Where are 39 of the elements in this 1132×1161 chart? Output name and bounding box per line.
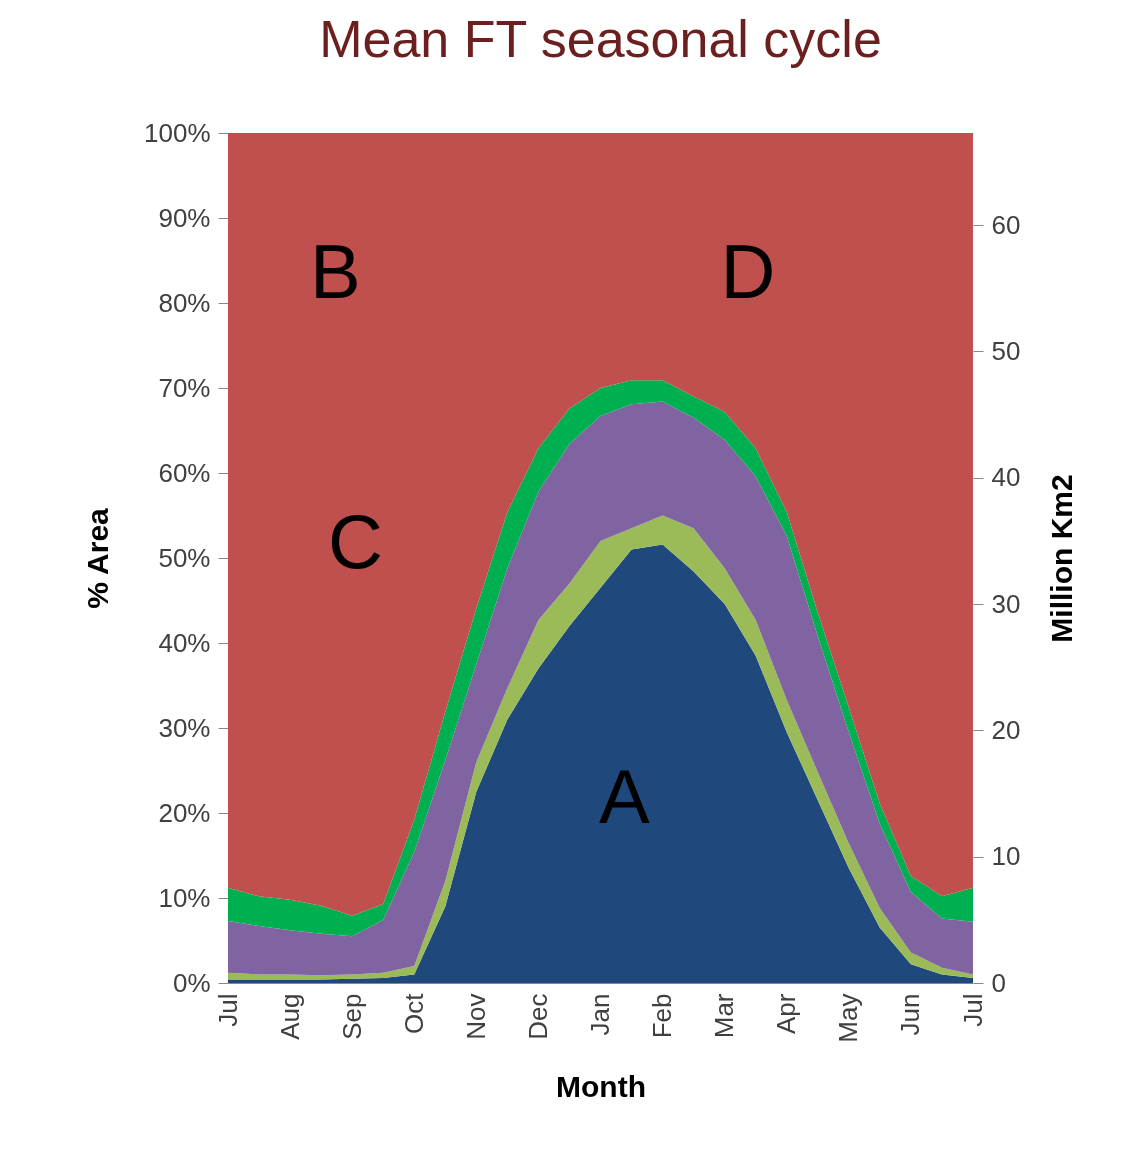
x-tick-label: Mar (709, 993, 740, 1039)
y-axis-title: % Area (81, 507, 114, 609)
x-tick-label: Jan (585, 993, 615, 1036)
x-tick-label: Feb (647, 993, 678, 1039)
y2-tick-label: 0 (991, 967, 1006, 998)
annotation: A (598, 754, 650, 840)
x-tick-label: Apr (771, 993, 802, 1034)
y-tick-label: 0% (172, 967, 211, 998)
y-tick-label: 80% (158, 287, 211, 318)
y2-tick-label: 30 (991, 588, 1021, 619)
x-tick-label: Sep (336, 993, 367, 1040)
annotation: C (327, 499, 383, 585)
y2-tick-label: 40 (991, 462, 1021, 493)
y2-tick-label: 10 (991, 841, 1021, 872)
x-tick-label: May (833, 993, 864, 1043)
y-tick-label: 50% (158, 542, 211, 573)
x-tick-label: Jul (957, 993, 988, 1027)
x-tick-label: Oct (398, 992, 429, 1034)
x-tick-label: Aug (274, 993, 305, 1040)
y2-tick-label: 60 (991, 209, 1021, 240)
x-tick-label: Jun (895, 993, 926, 1036)
y-tick-label: 30% (158, 712, 211, 743)
y-tick-label: 20% (158, 797, 211, 828)
y-tick-label: 10% (158, 882, 211, 913)
y-tick-label: 100% (144, 117, 211, 148)
x-axis-title: Month (556, 1069, 646, 1103)
y-tick-label: 90% (158, 202, 211, 233)
y-tick-label: 40% (158, 627, 211, 658)
y-tick-label: 60% (158, 457, 211, 488)
x-tick-label: Jul (212, 993, 243, 1027)
x-tick-label: Dec (522, 993, 553, 1040)
y2-axis-title: Million Km2 (1045, 474, 1079, 643)
annotation: D (720, 228, 776, 314)
y-tick-label: 70% (158, 372, 211, 403)
y2-tick-label: 50 (991, 336, 1021, 366)
annotation: B (309, 228, 361, 314)
y2-tick-label: 20 (991, 714, 1021, 745)
chart-title: Mean FT seasonal cycle (319, 10, 882, 68)
x-tick-label: Nov (460, 993, 491, 1040)
